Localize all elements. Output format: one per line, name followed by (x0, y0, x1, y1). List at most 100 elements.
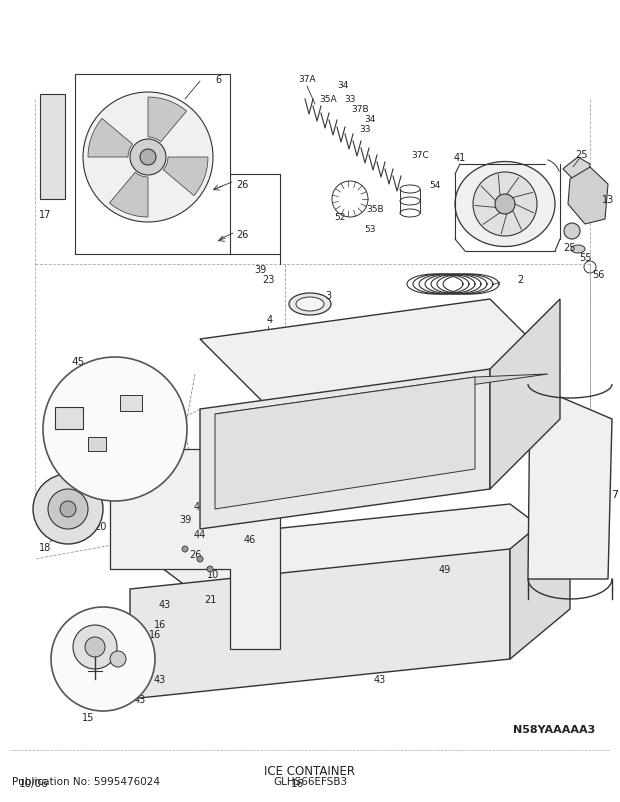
Text: 6: 6 (215, 75, 221, 85)
Circle shape (207, 566, 213, 573)
Text: 53: 53 (365, 225, 376, 234)
Circle shape (83, 93, 213, 223)
Text: 43: 43 (134, 695, 146, 704)
Polygon shape (110, 173, 148, 217)
Text: 44: 44 (142, 456, 154, 467)
Text: 13: 13 (602, 195, 614, 205)
Text: 15: 15 (82, 712, 94, 722)
Text: 20: 20 (94, 521, 106, 532)
Text: 16: 16 (291, 778, 304, 788)
Text: 54: 54 (429, 180, 441, 189)
Text: 10/06: 10/06 (19, 778, 48, 788)
Polygon shape (163, 158, 208, 196)
Text: 51: 51 (234, 500, 246, 509)
Text: 39: 39 (254, 265, 266, 274)
Circle shape (43, 358, 187, 501)
Text: 10: 10 (207, 569, 219, 579)
Text: 23: 23 (262, 274, 274, 285)
Text: 43: 43 (159, 599, 171, 610)
Circle shape (473, 172, 537, 237)
Circle shape (130, 140, 166, 176)
Polygon shape (148, 98, 187, 143)
Polygon shape (200, 300, 560, 410)
Circle shape (110, 651, 126, 667)
Polygon shape (215, 375, 548, 415)
FancyBboxPatch shape (88, 437, 106, 452)
Polygon shape (110, 449, 280, 649)
Text: 37C: 37C (411, 150, 429, 160)
Text: 43: 43 (374, 674, 386, 684)
Ellipse shape (455, 162, 555, 247)
Text: 47: 47 (194, 501, 206, 512)
Text: 25: 25 (564, 243, 576, 253)
Circle shape (197, 557, 203, 562)
Text: N58YAAAAA3: N58YAAAAA3 (513, 724, 595, 734)
Circle shape (564, 224, 580, 240)
Polygon shape (528, 384, 612, 579)
Text: 35A: 35A (319, 95, 337, 104)
Polygon shape (88, 119, 133, 158)
Polygon shape (40, 95, 65, 200)
Ellipse shape (296, 298, 324, 312)
Text: 34: 34 (365, 115, 376, 124)
Polygon shape (510, 500, 570, 659)
Text: 45B: 45B (101, 427, 119, 436)
Text: 45D: 45D (131, 385, 149, 394)
Circle shape (182, 546, 188, 553)
Text: 26: 26 (374, 354, 386, 365)
Text: 45C: 45C (64, 395, 82, 404)
Text: 55: 55 (578, 253, 591, 263)
Polygon shape (563, 158, 590, 184)
Text: 45: 45 (71, 357, 84, 367)
Text: 44: 44 (219, 484, 231, 494)
Circle shape (495, 195, 515, 215)
Text: 21: 21 (204, 594, 216, 604)
Text: 16: 16 (154, 619, 166, 630)
FancyBboxPatch shape (120, 395, 142, 411)
Text: 39: 39 (179, 514, 191, 525)
Text: 37A: 37A (298, 75, 316, 84)
Text: 4: 4 (267, 314, 273, 325)
FancyBboxPatch shape (55, 407, 83, 429)
Text: 37B: 37B (351, 105, 369, 115)
Text: 2: 2 (517, 274, 523, 285)
Text: 44: 44 (194, 529, 206, 539)
Text: 43: 43 (154, 674, 166, 684)
Text: 34: 34 (337, 80, 348, 89)
Text: 35B: 35B (366, 205, 384, 214)
Text: 18: 18 (39, 542, 51, 553)
Circle shape (48, 489, 88, 529)
Polygon shape (490, 300, 560, 489)
Text: 25: 25 (576, 150, 588, 160)
Text: 26: 26 (189, 549, 201, 559)
Text: 17: 17 (39, 210, 51, 220)
Text: 52: 52 (334, 213, 346, 222)
Text: 56: 56 (592, 269, 604, 280)
Text: 16: 16 (149, 630, 161, 639)
Ellipse shape (289, 294, 331, 316)
Text: 46: 46 (244, 534, 256, 545)
Circle shape (60, 501, 76, 517)
Circle shape (33, 475, 103, 545)
Circle shape (73, 626, 117, 669)
Circle shape (85, 638, 105, 657)
Text: GLHS66EFSB3: GLHS66EFSB3 (273, 776, 347, 786)
Text: 3: 3 (325, 290, 331, 301)
Text: 7: 7 (611, 489, 619, 500)
Text: ICE CONTAINER: ICE CONTAINER (265, 764, 355, 777)
Polygon shape (130, 504, 570, 589)
Text: 26: 26 (389, 435, 401, 444)
Polygon shape (130, 549, 510, 699)
Polygon shape (215, 378, 475, 509)
Text: 49: 49 (439, 565, 451, 574)
Ellipse shape (571, 245, 585, 253)
Text: 41: 41 (454, 153, 466, 163)
Text: 26: 26 (236, 229, 248, 240)
Text: 45A: 45A (111, 455, 129, 464)
Text: 33: 33 (359, 125, 371, 134)
Circle shape (51, 607, 155, 711)
Circle shape (140, 150, 156, 166)
Polygon shape (200, 370, 490, 529)
Text: Publication No: 5995476024: Publication No: 5995476024 (12, 776, 161, 786)
Text: 50: 50 (59, 477, 71, 488)
